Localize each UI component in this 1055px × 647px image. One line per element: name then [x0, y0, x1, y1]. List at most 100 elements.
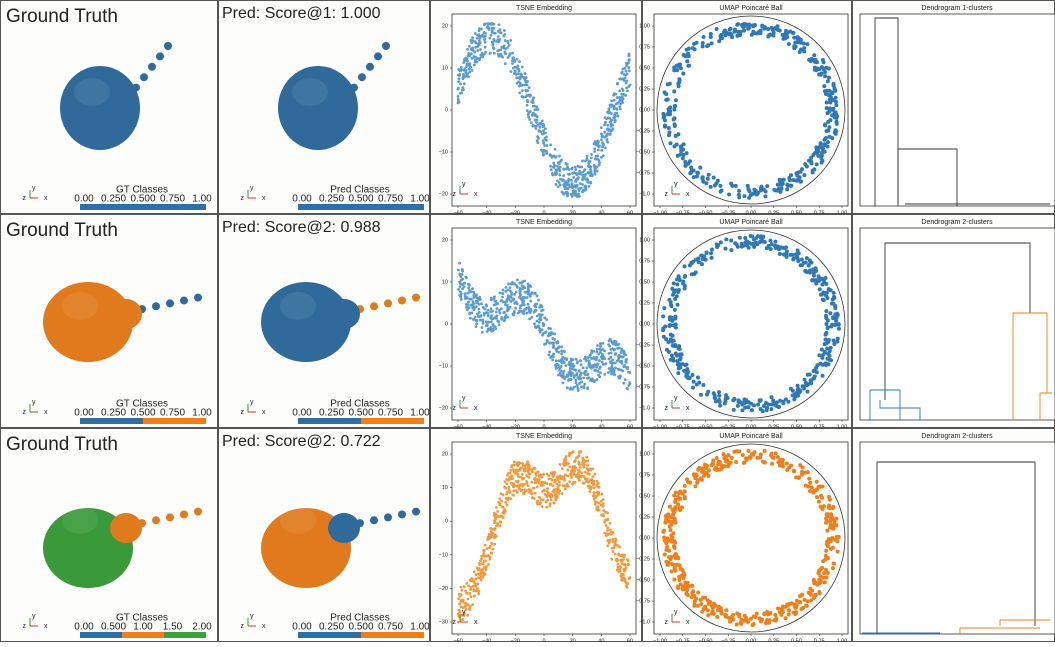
tsne-point: [534, 471, 538, 475]
tsne-point: [473, 315, 477, 319]
tsne-point: [559, 369, 563, 373]
umap-point: [759, 234, 764, 239]
x-tick-label: 0.75: [814, 210, 825, 216]
umap-point: [739, 617, 744, 622]
tsne-point: [612, 368, 616, 372]
umap-point: [794, 475, 799, 480]
tsne-point: [538, 502, 542, 506]
umap-point: [719, 611, 724, 616]
tsne-point: [584, 173, 587, 176]
x-tick-label: 0.00: [746, 424, 757, 430]
tsne-point: [618, 105, 622, 109]
umap-point: [820, 158, 825, 163]
umap-point: [814, 370, 819, 375]
tsne-point: [592, 479, 596, 483]
x-tick-label: 0.25: [768, 210, 779, 216]
tsne-point: [548, 350, 551, 354]
umap-point: [828, 100, 833, 105]
tsne-point: [460, 88, 464, 92]
triad-label: x: [474, 619, 478, 626]
x-tick-label: 0: [542, 424, 545, 430]
tsne-point: [530, 470, 534, 474]
umap-point: [747, 189, 752, 194]
axes-title: Dendrogram 1-clusters: [921, 5, 993, 12]
dendrogram-link: [999, 619, 1050, 626]
x-tick-label: 40: [598, 424, 604, 430]
umap-point: [673, 133, 678, 138]
triad-label: x: [44, 623, 48, 630]
tsne-point: [613, 544, 616, 547]
umap-point: [691, 259, 696, 264]
tsne-point: [491, 22, 495, 26]
tsne-point: [567, 177, 570, 181]
tsne-point: [533, 491, 537, 495]
colorbar-label: Pred Classes: [330, 185, 389, 196]
tsne-point: [543, 342, 546, 346]
blob-sphere: [412, 293, 420, 302]
tsne-point: [468, 312, 471, 316]
umap-point: [831, 504, 836, 509]
tsne-point: [482, 35, 486, 39]
tsne-point: [594, 369, 597, 373]
umap-point: [713, 603, 718, 608]
umap-point: [677, 344, 682, 349]
umap-point: [825, 318, 830, 323]
tsne-point: [561, 355, 565, 359]
tsne-point: [628, 382, 632, 386]
tsne-point: [585, 177, 589, 181]
umap-point: [711, 175, 716, 180]
umap-point: [791, 30, 796, 35]
tsne-point: [506, 56, 510, 59]
tsne-point: [465, 591, 469, 595]
umap-point: [677, 77, 682, 82]
umap-point: [804, 603, 809, 608]
umap-point: [777, 28, 782, 33]
tsne-point: [474, 55, 478, 59]
x-tick-label: 0.50: [791, 210, 802, 216]
y-tick-label: −1.0: [639, 619, 650, 625]
tsne-point: [540, 475, 544, 479]
tsne-point: [620, 71, 624, 75]
umap-point: [685, 376, 690, 381]
tsne-point: [492, 535, 496, 539]
triad-label: z: [241, 623, 245, 630]
tsne-point: [535, 485, 539, 489]
tsne-point: [469, 39, 473, 42]
tsne-point: [512, 56, 515, 60]
tsne-point: [617, 342, 621, 346]
tsne-point: [541, 480, 544, 484]
tsne-point: [621, 89, 625, 93]
tsne-point: [596, 369, 600, 373]
tsne-point: [582, 475, 586, 478]
tsne-point: [602, 355, 606, 359]
tsne-point: [560, 358, 564, 361]
tsne-point: [534, 473, 538, 477]
tsne-point: [466, 72, 469, 76]
tsne-point: [523, 488, 527, 492]
tsne-point: [549, 492, 553, 496]
tsne-point: [593, 165, 596, 169]
tsne-point: [574, 369, 578, 372]
umap-point: [800, 384, 805, 389]
umap-point: [824, 290, 829, 295]
tsne-point: [471, 287, 474, 291]
umap-point: [677, 506, 682, 511]
y-tick-label: 10: [442, 485, 448, 491]
umap-point: [725, 458, 730, 463]
tsne-point: [558, 463, 562, 466]
umap-point: [829, 301, 834, 306]
tsne-point: [474, 45, 478, 49]
umap-point: [734, 459, 739, 464]
umap-point: [666, 126, 671, 131]
tsne-point: [475, 589, 479, 593]
y-tick-label: 0.50: [639, 493, 650, 499]
umap-point: [749, 401, 754, 406]
tsne-point: [618, 565, 622, 568]
tsne-point: [508, 52, 512, 56]
dendrogram-link: [879, 400, 921, 420]
tsne-point: [507, 297, 511, 301]
tsne-point: [616, 355, 620, 358]
tsne-point: [583, 470, 587, 474]
umap-point: [723, 399, 728, 404]
